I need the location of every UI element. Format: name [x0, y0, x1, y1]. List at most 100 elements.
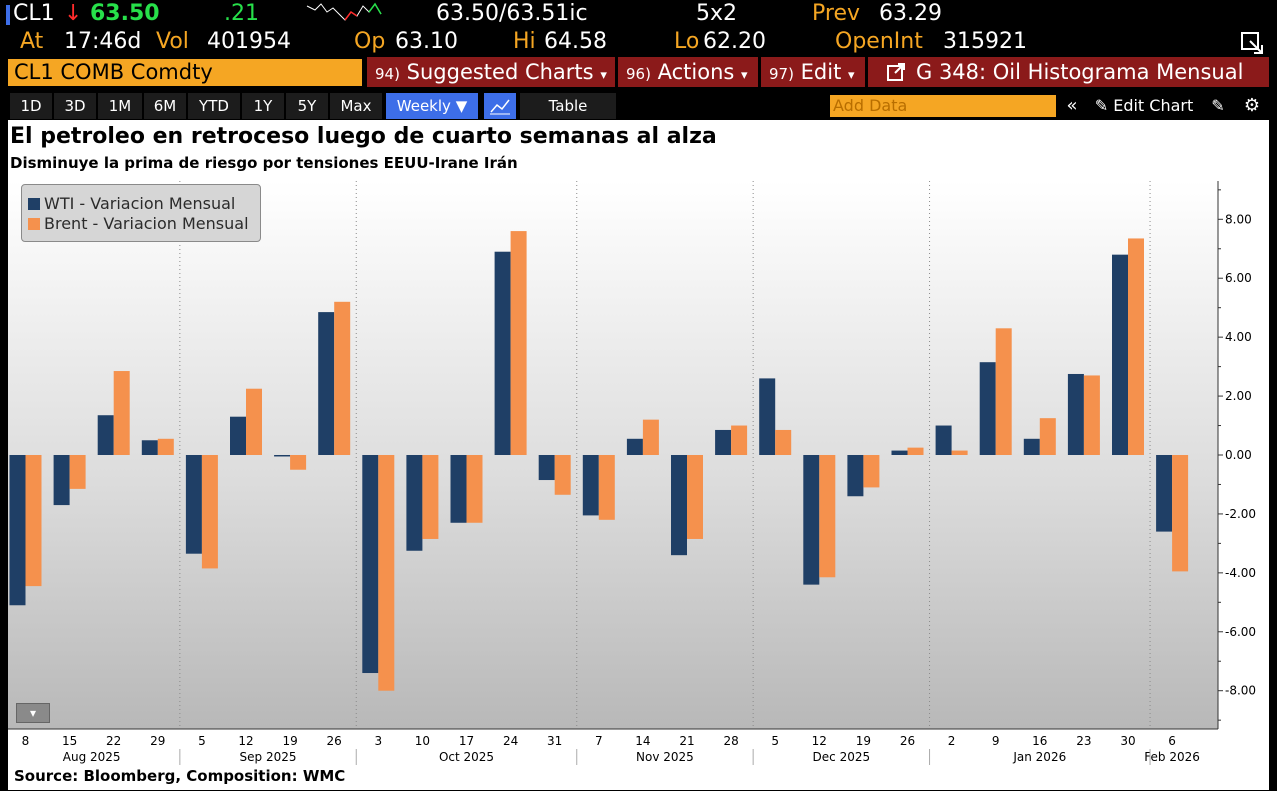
bar-wti[interactable]: [141, 440, 158, 455]
chart-name: G 348: Oil Histograma Mensual: [916, 60, 1244, 84]
collapse-chevron-icon[interactable]: «: [1060, 93, 1084, 119]
bar-wti[interactable]: [185, 455, 202, 554]
y-tick-label: -8.00: [1225, 684, 1256, 698]
bar-brent[interactable]: [466, 455, 483, 523]
bid-ask: 63.50/63.51ic: [436, 1, 588, 26]
bar-wti[interactable]: [891, 450, 908, 455]
x-month-label: Oct 2025: [439, 750, 494, 764]
chart-name-bar[interactable]: G 348: Oil Histograma Mensual: [868, 57, 1269, 87]
bar-brent[interactable]: [863, 455, 880, 488]
bar-brent[interactable]: [422, 455, 439, 539]
bar-wti[interactable]: [318, 312, 335, 455]
bar-brent[interactable]: [1083, 375, 1100, 455]
add-data-input[interactable]: Add Data: [830, 95, 1056, 117]
line-chart-view-button[interactable]: [484, 93, 516, 119]
bar-brent[interactable]: [731, 425, 748, 455]
bar-brent[interactable]: [25, 455, 42, 587]
bar-wti[interactable]: [406, 455, 423, 551]
bar-brent[interactable]: [995, 328, 1012, 455]
edit-chart-button[interactable]: ✎ Edit Chart: [1088, 93, 1200, 119]
x-tick-label: 8: [22, 734, 30, 748]
range-max-button[interactable]: Max: [330, 93, 382, 119]
bar-brent[interactable]: [951, 450, 968, 455]
bar-wti[interactable]: [9, 455, 26, 606]
popout-icon[interactable]: [1240, 31, 1266, 55]
bar-wti[interactable]: [759, 378, 776, 455]
bar-brent[interactable]: [378, 455, 395, 691]
x-tick-label: 6: [1168, 734, 1176, 748]
bar-wti[interactable]: [979, 362, 996, 455]
chart-legend[interactable]: WTI - Variacion Mensual Brent - Variacio…: [21, 184, 261, 242]
bar-wti[interactable]: [274, 455, 291, 457]
ticker-symbol[interactable]: CL1: [13, 1, 55, 26]
chevron-down-icon: ▾: [741, 68, 748, 83]
bar-wti[interactable]: [582, 455, 599, 516]
bar-brent[interactable]: [334, 301, 351, 455]
frequency-dropdown[interactable]: Weekly ▼: [386, 93, 478, 119]
suggested-charts-menu[interactable]: 94) Suggested Charts ▾: [367, 57, 615, 87]
annotate-icon[interactable]: ✎: [1206, 93, 1230, 119]
command-bar: CL1 COMB Comdty 94) Suggested Charts ▾ 9…: [0, 57, 1277, 87]
bar-wti[interactable]: [538, 455, 555, 481]
bar-wti[interactable]: [803, 455, 820, 585]
range-1d-button[interactable]: 1D: [10, 93, 52, 119]
bar-brent[interactable]: [642, 419, 659, 455]
legend-item-brent[interactable]: Brent - Variacion Mensual: [28, 214, 249, 233]
open-interest-value: 315921: [943, 29, 1027, 54]
bar-brent[interactable]: [290, 455, 307, 470]
range-5y-button[interactable]: 5Y: [286, 93, 328, 119]
x-tick-label: 14: [635, 734, 650, 748]
security-marker: [6, 5, 10, 25]
bar-brent[interactable]: [775, 429, 792, 455]
bar-wti[interactable]: [53, 455, 70, 506]
edit-menu[interactable]: 97) Edit ▾: [761, 57, 865, 87]
range-ytd-button[interactable]: YTD: [188, 93, 240, 119]
bar-wti[interactable]: [1067, 373, 1084, 455]
bar-brent[interactable]: [157, 438, 174, 455]
bar-brent[interactable]: [201, 455, 218, 569]
x-tick-label: 24: [503, 734, 518, 748]
x-tick-label: 3: [374, 734, 382, 748]
bar-wti[interactable]: [97, 415, 114, 455]
x-tick-label: 12: [238, 734, 253, 748]
chart-type-icon[interactable]: ▾: [16, 703, 50, 723]
bar-brent[interactable]: [598, 455, 615, 520]
table-view-button[interactable]: Table: [520, 93, 616, 119]
bar-brent[interactable]: [510, 231, 527, 455]
actions-menu[interactable]: 96) Actions ▾: [618, 57, 758, 87]
bar-brent[interactable]: [1172, 455, 1189, 572]
bar-wti[interactable]: [847, 455, 864, 497]
bar-brent[interactable]: [113, 371, 130, 455]
range-1m-button[interactable]: 1M: [98, 93, 142, 119]
bar-wti[interactable]: [715, 429, 732, 455]
bar-brent[interactable]: [1128, 238, 1144, 455]
bar-wti[interactable]: [494, 251, 511, 455]
open-interest-label: OpenInt: [835, 29, 923, 54]
bar-brent[interactable]: [554, 455, 571, 495]
bar-brent[interactable]: [246, 388, 262, 455]
legend-item-wti[interactable]: WTI - Variacion Mensual: [28, 194, 235, 213]
bar-wti[interactable]: [230, 416, 246, 455]
open-label: Op: [354, 29, 386, 54]
bar-wti[interactable]: [626, 438, 643, 455]
gear-icon[interactable]: ⚙: [1240, 93, 1264, 119]
bar-brent[interactable]: [907, 447, 924, 455]
range-6m-button[interactable]: 6M: [144, 93, 186, 119]
bar-wti[interactable]: [1023, 438, 1040, 455]
x-tick-label: 30: [1120, 734, 1135, 748]
bar-brent[interactable]: [69, 455, 86, 489]
bar-wti[interactable]: [1112, 254, 1128, 455]
bar-brent[interactable]: [687, 455, 703, 539]
range-1y-button[interactable]: 1Y: [242, 93, 284, 119]
down-arrow-icon: ↓: [64, 1, 83, 26]
security-field[interactable]: CL1 COMB Comdty: [8, 59, 362, 86]
bar-wti[interactable]: [1156, 455, 1173, 532]
bar-wti[interactable]: [935, 425, 952, 455]
bar-wti[interactable]: [671, 455, 687, 556]
chevron-down-icon: ▾: [848, 68, 855, 83]
bar-wti[interactable]: [362, 455, 379, 674]
range-3d-button[interactable]: 3D: [54, 93, 96, 119]
bar-brent[interactable]: [819, 455, 836, 578]
bar-wti[interactable]: [450, 455, 467, 523]
bar-brent[interactable]: [1039, 418, 1056, 455]
